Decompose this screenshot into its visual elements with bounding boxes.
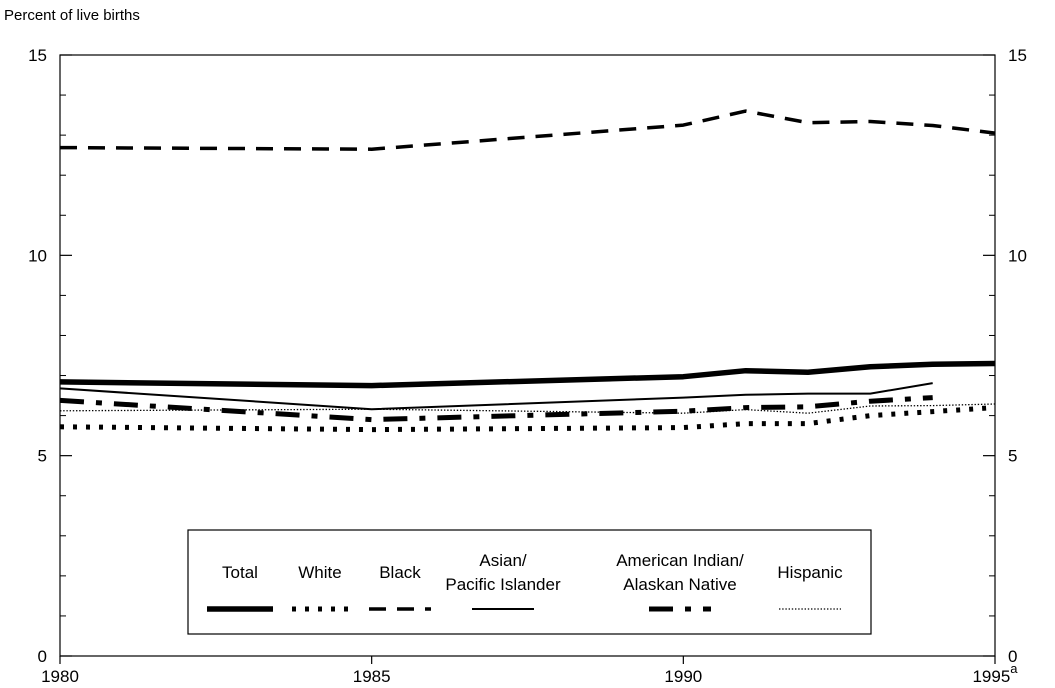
y-tick-label-right: 0: [1008, 647, 1017, 666]
y-tick-label-right: 10: [1008, 246, 1027, 265]
y-axis-title: Percent of live births: [4, 7, 140, 24]
x-tick-label-value: 1995: [972, 667, 1010, 686]
legend-label-black: Black: [379, 563, 421, 582]
plot-frame: [59, 54, 996, 657]
legend-box: [187, 529, 872, 635]
x-tick-footnote-marker: a: [1010, 661, 1018, 676]
series-line-total: [59, 360, 996, 389]
legend-label-hispanic: Hispanic: [777, 563, 843, 582]
series-line-american-indian-alaskan-native: [59, 395, 933, 423]
series-layer: [59, 109, 996, 433]
y-tick-label-left: 15: [28, 46, 47, 65]
x-tick-label: 1995a: [972, 661, 1018, 686]
series-line-hispanic: [59, 403, 996, 414]
series-line-white: [59, 405, 996, 433]
x-tick-label: 1985: [353, 667, 391, 686]
y-tick-label-left: 10: [28, 246, 47, 265]
x-tick-label: 1980: [41, 667, 79, 686]
major-ticks: 0 0 5 5 10 10 15 15 1980 1985 1990 1995a: [28, 46, 1027, 686]
series-line-black: [59, 109, 996, 151]
x-tick-label-value: 1985: [353, 667, 391, 686]
legend-label-total: Total: [222, 563, 258, 582]
x-tick-label-value: 1980: [41, 667, 79, 686]
legend: Total White Black Asian/Pacific Islander Ame…: [187, 529, 872, 635]
y-tick-label-left: 5: [38, 447, 47, 466]
y-tick-label-right: 15: [1008, 46, 1027, 65]
y-tick-label-left: 0: [38, 647, 47, 666]
y-tick-label-right: 5: [1008, 447, 1017, 466]
minor-ticks: [60, 94, 995, 617]
x-tick-label-value: 1990: [664, 667, 702, 686]
legend-label-white: White: [298, 563, 341, 582]
x-tick-label: 1990: [664, 667, 702, 686]
legend-label-asian-pacific-islander: Asian/Pacific Islander: [445, 551, 561, 594]
legend-label-american-indian-alaskan-native: American Indian/Alaskan Native: [616, 551, 744, 594]
